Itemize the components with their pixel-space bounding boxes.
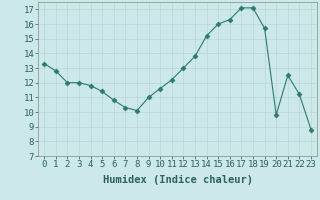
X-axis label: Humidex (Indice chaleur): Humidex (Indice chaleur) xyxy=(103,175,252,185)
